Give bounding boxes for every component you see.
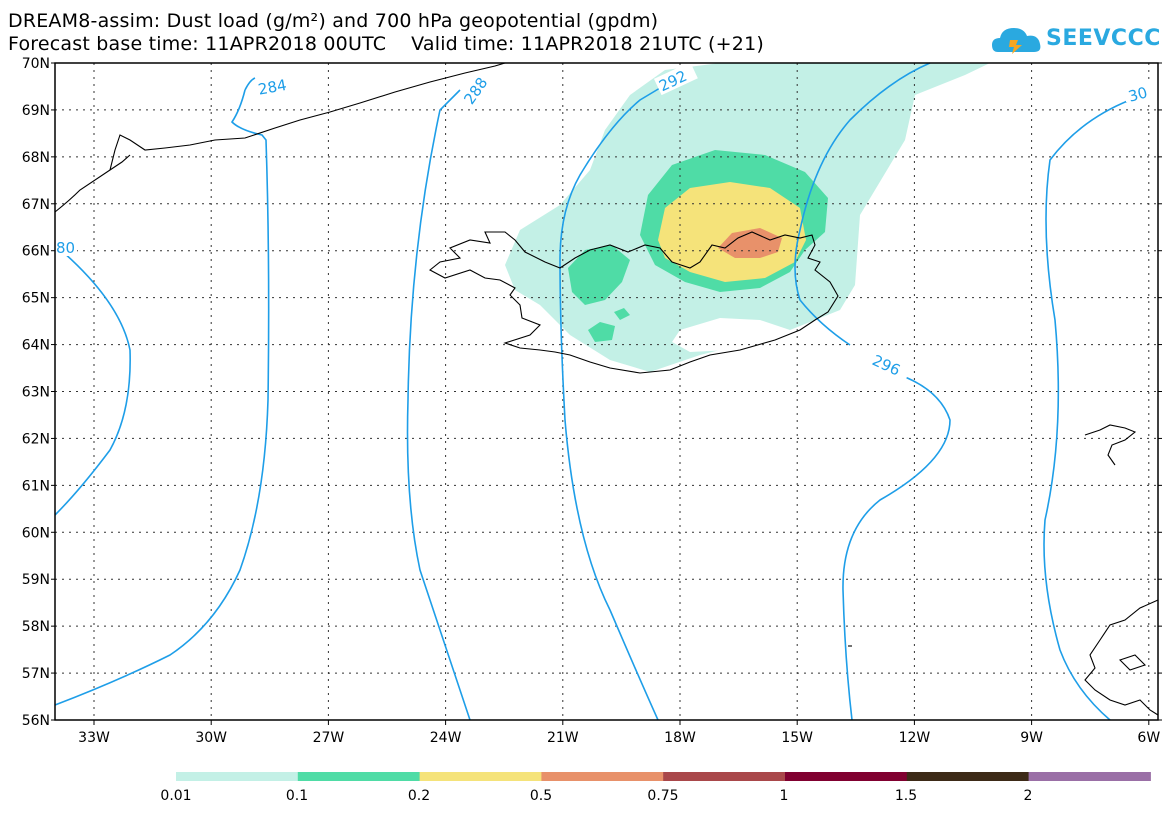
colorbar-label: 1.5 [895,788,917,804]
colorbar-label: 0.01 [160,788,191,804]
lon-tick-label: 12W [899,730,931,746]
colorbar: 0.01 0.1 0.2 0.5 0.75 1 1.5 2 [160,772,1151,804]
lon-tick-label: 9W [1020,730,1043,746]
colorbar-swatch [1028,772,1151,781]
dust-area-02 [658,182,806,282]
colorbar-swatch [541,772,664,781]
colorbar-swatch [906,772,1030,781]
colorbar-label: 0.5 [530,788,552,804]
colorbar-label: 0.1 [286,788,308,804]
lat-tick-label: 67N [22,197,50,213]
contour-label-300: 30 [1126,83,1149,105]
lat-tick-label: 61N [22,478,50,494]
lat-tick-label: 64N [22,338,50,354]
lat-tick-label: 57N [22,666,50,682]
colorbar-label: 0.2 [408,788,430,804]
lon-tick-label: 15W [781,730,813,746]
colorbar-swatch [297,772,421,781]
contour-288 [406,89,471,721]
lon-tick-label: 30W [195,730,227,746]
colorbar-label: 1 [780,788,789,804]
colorbar-swatch [785,772,908,781]
faroe-coast [1084,424,1137,466]
scotland-coast [1084,599,1159,716]
map-title: DREAM8-assim: Dust load (g/m²) and 700 h… [8,10,659,32]
lat-tick-label: 58N [22,619,50,635]
colorbar-label: 2 [1024,788,1033,804]
colorbar-swatch [663,772,786,781]
lat-tick-label: 62N [22,431,50,447]
contour-label-280: 80 [56,239,75,257]
contour-292 [559,87,661,721]
contour-284 [244,77,256,91]
lat-tick-label: 70N [22,56,50,72]
colorbar-swatch [176,772,299,781]
map-plot-area: 284 288 292 296 80 30 [54,61,1159,721]
iceland-coast [429,231,839,374]
lon-tick-label: 6W [1137,730,1160,746]
contour-label-284: 284 [257,76,288,99]
contour-300 [1043,99,1131,721]
lat-tick-label: 66N [22,244,50,260]
lon-tick-label: 18W [664,730,696,746]
greenland-coast [54,62,506,213]
colorbar-swatch [419,772,542,781]
seevccc-logo: SEEVCCC [990,20,1160,60]
coastlines [54,62,1159,716]
contour-280-south [54,89,270,706]
graticule [55,63,1158,720]
contour-296 [842,374,951,721]
longitude-axis: 33W 30W 27W 24W 21W 18W 15W 12W 9W 6W [78,720,1160,746]
lon-tick-label: 24W [430,730,462,746]
geopotential-contours [54,62,1131,721]
lat-tick-label: 69N [22,103,50,119]
lat-tick-label: 65N [22,291,50,307]
lat-tick-label: 60N [22,525,50,541]
lat-tick-label: 56N [22,713,50,729]
lat-tick-label: 63N [22,385,50,401]
lon-tick-label: 27W [313,730,345,746]
lat-tick-label: 59N [22,572,50,588]
logo-text: SEEVCCC [1046,26,1161,51]
colorbar-label: 0.75 [647,788,678,804]
cloud-icon [992,28,1041,54]
contour-296-north [794,62,931,346]
map-subtitle: Forecast base time: 11APR2018 00UTC Vali… [8,33,764,55]
lon-tick-label: 33W [78,730,110,746]
lat-tick-label: 68N [22,150,50,166]
contour-280 [54,244,131,516]
lon-tick-label: 21W [547,730,579,746]
latitude-axis: 56N 57N 58N 59N 60N 61N 62N 63N 64N 65N 66N 67N 68N 6… [22,56,1162,729]
